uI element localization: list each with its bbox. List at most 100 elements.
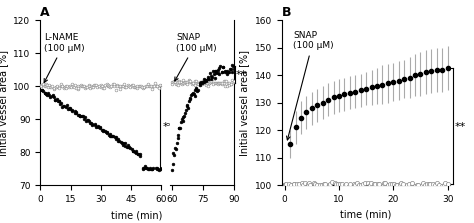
Point bbox=[386, 182, 393, 186]
Point bbox=[134, 152, 142, 156]
Point bbox=[52, 85, 60, 89]
Text: **: ** bbox=[235, 70, 246, 80]
Point bbox=[101, 83, 109, 87]
Point bbox=[135, 84, 143, 87]
Text: SNAP
(100 μM): SNAP (100 μM) bbox=[287, 31, 334, 140]
Point bbox=[173, 82, 180, 86]
Point bbox=[168, 168, 175, 172]
Point bbox=[99, 86, 107, 89]
Point bbox=[168, 82, 176, 86]
Point bbox=[354, 181, 361, 185]
Point bbox=[203, 81, 211, 85]
Point bbox=[210, 78, 218, 81]
Point bbox=[188, 82, 195, 85]
Point bbox=[126, 85, 134, 89]
Point bbox=[193, 89, 201, 93]
Point bbox=[215, 72, 223, 75]
Point bbox=[362, 182, 369, 185]
Point bbox=[65, 85, 73, 89]
Point bbox=[153, 85, 161, 88]
Point bbox=[56, 102, 64, 105]
Point bbox=[89, 85, 97, 89]
Text: B: B bbox=[282, 6, 292, 19]
Point bbox=[368, 182, 375, 185]
Point bbox=[200, 79, 207, 82]
Point bbox=[380, 181, 387, 185]
Point bbox=[214, 68, 221, 71]
Point bbox=[113, 138, 120, 141]
Point bbox=[146, 84, 154, 87]
Point bbox=[440, 183, 447, 186]
Point bbox=[41, 85, 48, 88]
Text: SNAP
(100 μM): SNAP (100 μM) bbox=[175, 33, 217, 81]
Point bbox=[189, 92, 197, 95]
Point bbox=[52, 98, 59, 102]
Point bbox=[168, 80, 176, 84]
Point bbox=[223, 79, 230, 83]
Point bbox=[186, 79, 194, 83]
Point bbox=[85, 119, 93, 123]
Point bbox=[200, 81, 207, 85]
Point bbox=[228, 63, 235, 67]
Point bbox=[207, 78, 215, 82]
Point bbox=[204, 85, 211, 88]
Y-axis label: Initial vessel area [%]: Initial vessel area [%] bbox=[0, 50, 8, 156]
Point bbox=[332, 182, 339, 186]
Point bbox=[190, 92, 198, 95]
Point bbox=[224, 70, 231, 74]
Point bbox=[106, 132, 114, 136]
Point bbox=[141, 165, 149, 168]
Point bbox=[92, 125, 100, 128]
Point bbox=[85, 83, 92, 87]
Point bbox=[193, 81, 201, 85]
Point bbox=[220, 79, 228, 83]
Point bbox=[153, 167, 161, 171]
Text: L-NAME
(100 μM): L-NAME (100 μM) bbox=[44, 33, 85, 83]
Point bbox=[68, 82, 76, 85]
Point bbox=[115, 85, 122, 88]
Point bbox=[109, 135, 117, 138]
Point bbox=[372, 183, 379, 186]
Point bbox=[156, 83, 164, 86]
Point bbox=[418, 184, 425, 187]
Point bbox=[350, 182, 357, 186]
Point bbox=[105, 133, 112, 136]
Point bbox=[55, 85, 63, 89]
Point bbox=[147, 168, 155, 171]
Point bbox=[296, 182, 303, 186]
Point bbox=[88, 85, 96, 88]
Point bbox=[72, 110, 80, 114]
Point bbox=[190, 81, 197, 85]
Point bbox=[219, 65, 227, 68]
Point bbox=[155, 167, 162, 171]
Point bbox=[139, 167, 146, 171]
Point bbox=[172, 78, 180, 82]
Point bbox=[436, 183, 443, 186]
Point bbox=[227, 67, 235, 70]
Point bbox=[185, 78, 192, 82]
Point bbox=[182, 108, 190, 112]
Point bbox=[139, 86, 146, 90]
Point bbox=[226, 70, 233, 73]
Point bbox=[316, 183, 324, 186]
Point bbox=[62, 105, 70, 109]
Point bbox=[73, 111, 80, 115]
Point bbox=[183, 82, 191, 86]
Point bbox=[91, 83, 99, 87]
Point bbox=[150, 84, 158, 88]
Point bbox=[375, 182, 383, 186]
Point bbox=[228, 82, 235, 86]
Point bbox=[115, 139, 123, 143]
Point bbox=[419, 182, 427, 185]
Point bbox=[67, 106, 74, 110]
Point bbox=[125, 145, 132, 148]
Point bbox=[384, 183, 392, 187]
Point bbox=[39, 83, 46, 87]
Point bbox=[429, 182, 437, 186]
Text: **: ** bbox=[162, 122, 173, 132]
Point bbox=[39, 82, 46, 86]
Point bbox=[313, 183, 321, 187]
Point bbox=[346, 182, 354, 186]
Point bbox=[192, 87, 200, 91]
Point bbox=[405, 182, 413, 185]
